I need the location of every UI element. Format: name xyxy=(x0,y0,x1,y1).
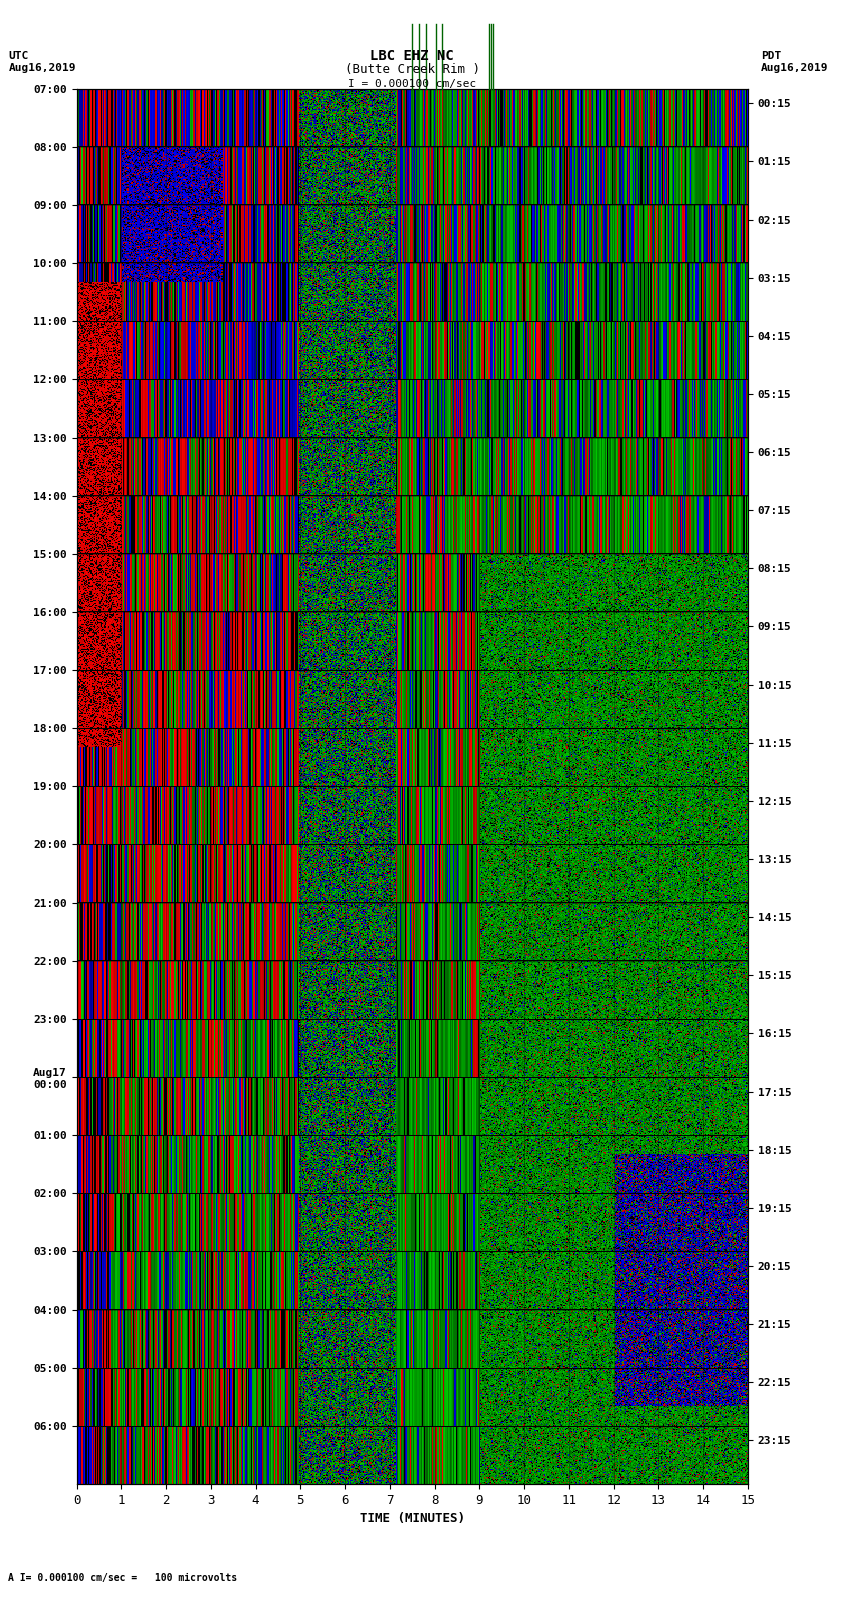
Text: LBC EHZ NC: LBC EHZ NC xyxy=(371,48,454,63)
Text: A I= 0.000100 cm/sec =   100 microvolts: A I= 0.000100 cm/sec = 100 microvolts xyxy=(8,1573,238,1582)
Text: Aug16,2019: Aug16,2019 xyxy=(8,63,76,73)
Text: (Butte Creek Rim ): (Butte Creek Rim ) xyxy=(345,63,479,76)
Text: UTC: UTC xyxy=(8,52,29,61)
X-axis label: TIME (MINUTES): TIME (MINUTES) xyxy=(360,1513,465,1526)
Text: Aug16,2019: Aug16,2019 xyxy=(761,63,828,73)
Text: PDT: PDT xyxy=(761,52,781,61)
Text: I = 0.000100 cm/sec: I = 0.000100 cm/sec xyxy=(348,79,476,89)
